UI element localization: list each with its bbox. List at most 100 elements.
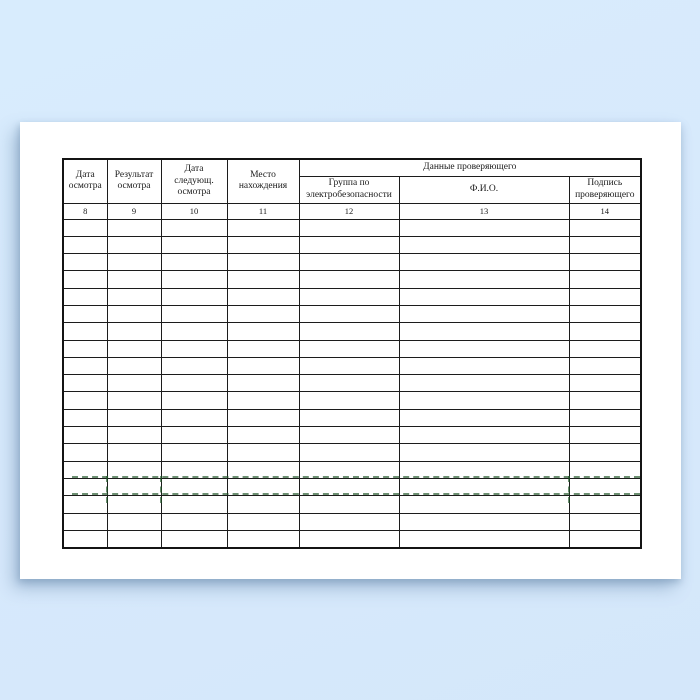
empty-cell [106,374,162,393]
empty-cell [106,356,162,376]
scanned-form-page: Дата осмотра Результат осмотра Дата след… [20,122,681,579]
table-row [62,529,642,549]
empty-cell [226,339,300,358]
empty-cell [62,443,108,462]
empty-cell [568,304,642,324]
empty-cell [398,322,570,341]
empty-cell [568,339,642,358]
empty-cell [106,408,162,428]
empty-cell [226,426,300,445]
empty-cell [568,270,642,289]
empty-cell [62,270,108,289]
empty-cell [298,374,400,393]
empty-cell [106,477,162,497]
empty-cell [398,529,570,549]
empty-cell [62,391,108,410]
empty-cell [568,218,642,237]
empty-cell [62,339,108,358]
empty-cell [398,426,570,445]
empty-cell [226,391,300,410]
empty-cell [160,477,228,497]
empty-cell [160,287,228,306]
empty-cell [160,304,228,324]
empty-cell [226,218,300,237]
table-row [62,374,642,393]
column-number-row: 8 9 10 11 12 13 14 [62,202,642,220]
empty-cell [568,477,642,497]
column-number: 14 [568,202,642,220]
table-row [62,304,642,324]
empty-cell [298,304,400,324]
empty-cell [106,495,162,514]
empty-cell [226,270,300,289]
empty-cell [160,374,228,393]
empty-cell [298,495,400,514]
empty-cell [226,460,300,479]
empty-cell [298,408,400,428]
table-row [62,408,642,428]
table-row [62,253,642,272]
table-row [62,322,642,341]
empty-cell [298,270,400,289]
empty-cell [160,408,228,428]
empty-cell [398,460,570,479]
empty-cell [106,322,162,341]
table-row [62,270,642,289]
empty-cell [398,356,570,376]
empty-cell [106,460,162,479]
empty-cell [62,529,108,549]
empty-cell [106,426,162,445]
column-number: 12 [298,202,400,220]
table-row [62,443,642,462]
empty-cell [398,443,570,462]
empty-cell [62,460,108,479]
empty-cell [160,529,228,549]
column-number: 9 [106,202,162,220]
empty-cell [160,443,228,462]
empty-cell [106,218,162,237]
empty-cell [568,356,642,376]
empty-cell [106,235,162,255]
empty-cell [62,235,108,255]
empty-cell [160,512,228,531]
empty-cell [398,339,570,358]
empty-cell [226,304,300,324]
empty-cell [398,408,570,428]
empty-cell [568,460,642,479]
empty-cell [398,374,570,393]
table-row [62,235,642,255]
table-row [62,339,642,358]
empty-cell [62,512,108,531]
empty-cell [62,218,108,237]
empty-cell [398,512,570,531]
empty-cell [106,443,162,462]
empty-cell [106,529,162,549]
empty-cell [298,218,400,237]
empty-cell [226,253,300,272]
empty-cell [226,495,300,514]
empty-cell [62,477,108,497]
column-header-inspection-result: Результат осмотра [106,158,162,204]
column-header-full-name: Ф.И.О. [398,175,570,204]
empty-cell [62,426,108,445]
empty-cell [226,408,300,428]
empty-cell [62,495,108,514]
column-header-location: Место нахождения [226,158,300,204]
empty-cell [62,408,108,428]
inspection-log-table: Дата осмотра Результат осмотра Дата след… [62,158,643,549]
empty-cell [298,339,400,358]
group-header-inspector-data: Данные проверяющего [298,158,642,177]
empty-cell [398,391,570,410]
empty-cell [226,322,300,341]
table-row [62,512,642,531]
empty-cell [62,374,108,393]
empty-cell [106,304,162,324]
empty-cell [62,304,108,324]
empty-cell [398,287,570,306]
table-row [62,391,642,410]
empty-cell [298,391,400,410]
empty-cell [568,391,642,410]
empty-cell [226,235,300,255]
table-row [62,287,642,306]
